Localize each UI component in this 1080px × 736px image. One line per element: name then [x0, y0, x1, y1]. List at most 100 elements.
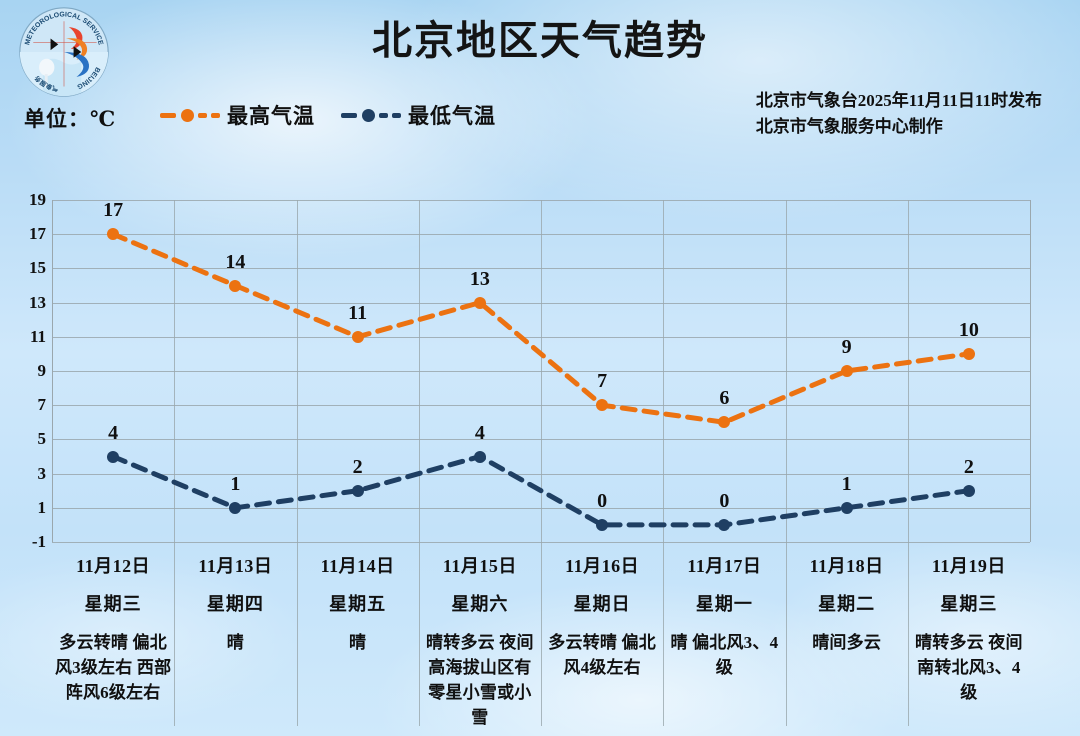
low-temperature-value-label: 1	[230, 472, 241, 495]
y-axis-tick-label: 1	[37, 497, 47, 517]
high-temperature-value-label: 7	[597, 370, 608, 393]
day-weekday-label: 星期三	[940, 594, 998, 614]
day-date-label: 11月16日	[565, 556, 640, 576]
day-forecast-description: 晴	[226, 633, 244, 652]
day-forecast-description: 多云转晴 偏北风3级左右 西部阵风6级左右	[54, 633, 172, 702]
high-temperature-value-label: 10	[958, 318, 979, 341]
high-temperature-value-label: 6	[719, 387, 730, 410]
high-temperature-point	[596, 399, 609, 412]
day-forecast-description: 多云转晴 偏北风4级左右	[548, 633, 656, 677]
high-temperature-line	[110, 231, 972, 425]
high-temperature-point	[840, 365, 853, 377]
y-axis-tick-label: 3	[37, 463, 47, 483]
low-temperature-value-label: 4	[108, 421, 119, 444]
publisher-info: 北京市气象台2025年11月11日11时发布 北京市气象服务中心制作	[756, 88, 1042, 140]
day-weekday-label: 星期一	[695, 594, 753, 614]
legend-label-low: 最低气温	[408, 104, 496, 128]
beijing-meteorological-service-logo-icon: METEOROLOGICAL SERVICE BEIJING 气象服务	[16, 4, 112, 100]
low-temperature-value-label: 4	[474, 421, 485, 444]
day-forecast-description: 晴间多云	[812, 633, 882, 652]
high-temperature-point	[473, 296, 486, 309]
high-temperature-value-label: 13	[469, 267, 490, 290]
column-separator	[541, 200, 542, 726]
high-temperature-point	[229, 279, 242, 292]
page-title: 北京地区天气趋势	[372, 18, 708, 63]
day-column: 11月16日 星期日多云转晴 偏北风4级左右	[541, 552, 663, 680]
legend-swatch-high-icon	[160, 109, 220, 122]
day-weekday-label: 星期二	[818, 594, 876, 614]
day-column: 11月19日 星期三晴转多云 夜间南转北风3、4级	[908, 552, 1030, 705]
day-weekday-label: 星期日	[573, 594, 631, 614]
day-date-label: 11月17日	[687, 556, 762, 576]
low-temperature-value-label: 2	[352, 455, 363, 478]
day-date-label: 11月13日	[198, 556, 273, 576]
day-weekday-label: 星期四	[206, 594, 264, 614]
legend-item-low: 最低气温	[341, 100, 496, 130]
chart-legend: 最高气温 最低气温	[160, 100, 496, 130]
y-axis-tick-label: 7	[37, 395, 47, 415]
high-temperature-value-label: 9	[841, 336, 852, 358]
low-temperature-point	[473, 450, 486, 463]
low-temperature-line	[110, 453, 972, 528]
day-column: 11月12日 星期三多云转晴 偏北风3级左右 西部阵风6级左右	[52, 552, 174, 705]
column-separator	[663, 200, 665, 726]
day-date-label: 11月14日	[320, 556, 395, 576]
low-temperature-point	[718, 518, 731, 531]
high-temperature-value-label: 11	[348, 301, 368, 324]
publisher-line-2: 北京市气象服务中心制作	[755, 117, 943, 136]
y-axis-tick-label: 11	[29, 326, 46, 346]
legend-swatch-low-icon	[341, 109, 401, 122]
column-separator	[418, 200, 420, 726]
day-column: 11月15日 星期六晴转多云 夜间高海拔山区有零星小雪或小雪	[419, 552, 541, 730]
day-column: 11月18日 星期二晴间多云	[786, 552, 908, 655]
legend-label-high: 最高气温	[227, 104, 315, 128]
legend-item-high: 最高气温	[160, 100, 315, 130]
day-date-label: 11月19日	[931, 556, 1006, 576]
column-separator	[907, 200, 909, 726]
day-date-label: 11月18日	[809, 556, 884, 576]
day-forecast-description: 晴转多云 夜间南转北风3、4级	[915, 633, 1023, 702]
low-temperature-value-label: 1	[841, 472, 852, 495]
day-forecast-description: 晴 偏北风3、4级	[670, 633, 779, 677]
column-separator	[174, 200, 176, 726]
y-axis-tick-label: 9	[37, 361, 47, 380]
low-temperature-point	[596, 518, 609, 531]
high-temperature-value-label: 17	[103, 199, 124, 222]
y-axis-tick-label: 19	[29, 190, 46, 209]
day-date-label: 11月12日	[76, 556, 151, 576]
day-forecast-description: 晴	[349, 633, 367, 652]
y-axis-tick-label: 13	[29, 292, 46, 312]
day-column: 11月13日 星期四晴	[174, 552, 296, 655]
low-temperature-value-label: 2	[963, 455, 974, 478]
day-forecast-description: 晴转多云 夜间高海拔山区有零星小雪或小雪	[426, 633, 534, 727]
low-temperature-value-label: 0	[719, 489, 730, 512]
publisher-line-1: 北京市气象台2025年11月11日11时发布	[755, 91, 1042, 110]
day-weekday-label: 星期五	[329, 594, 387, 614]
high-temperature-point	[351, 330, 364, 343]
day-weekday-label: 星期三	[84, 594, 142, 614]
y-axis-tick-label: 17	[29, 224, 46, 244]
low-temperature-value-label: 0	[597, 489, 608, 512]
high-temperature-point	[718, 416, 731, 429]
low-temperature-point	[107, 450, 120, 463]
high-temperature-value-label: 14	[225, 250, 246, 273]
day-column: 11月17日 星期一晴 偏北风3、4级	[663, 552, 785, 680]
y-axis-tick-label: 5	[37, 429, 47, 449]
high-temperature-point	[962, 347, 975, 360]
unit-label: 单位：℃	[24, 107, 117, 131]
day-date-label: 11月15日	[442, 556, 517, 576]
day-weekday-label: 星期六	[451, 594, 509, 614]
low-temperature-point	[351, 484, 364, 497]
y-axis-tick-label: 15	[29, 258, 46, 278]
column-separator	[296, 200, 298, 726]
y-axis-tick-label: -1	[31, 532, 46, 551]
low-temperature-point	[962, 484, 975, 497]
low-temperature-point	[229, 501, 242, 514]
plot-left-border	[52, 200, 53, 542]
low-temperature-point	[840, 501, 853, 514]
high-temperature-point	[107, 228, 120, 241]
plot-right-border	[1030, 200, 1031, 542]
